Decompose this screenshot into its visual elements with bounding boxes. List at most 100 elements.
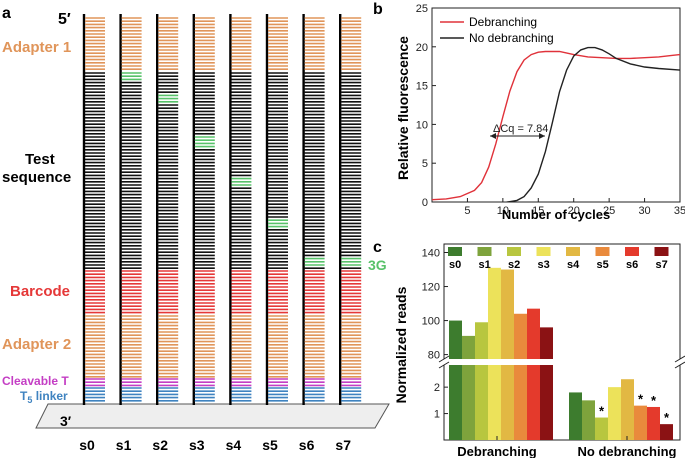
y-tick-label: 20 [416, 42, 428, 54]
chart-b-frame [431, 7, 681, 203]
axis-break-mark-right-1 [674, 355, 685, 363]
bar-no-debranching-s6 [647, 406, 660, 440]
x-tick-label: 20 [568, 205, 580, 217]
chart-c-bars: * * * * [438, 267, 685, 440]
y-tick-label: 2 [434, 382, 440, 394]
series-line-no-debranching [503, 46, 680, 202]
significance-asterisk: * [638, 392, 644, 407]
legend-label-1: No debranching [469, 31, 554, 45]
legend-label-0: Debranching [469, 15, 537, 29]
surface-plate [35, 403, 390, 429]
panel-c-letter: c [373, 239, 382, 256]
bar-debranching-s2 [475, 322, 488, 440]
strand-label-s7: s7 [335, 437, 351, 453]
axis-break-mark-left-2 [438, 361, 450, 369]
bar-no-debranching-s3 [608, 387, 621, 440]
y-tick-label: 0 [422, 197, 428, 209]
y-tick-label: 100 [422, 316, 440, 328]
cleavable-label: Cleavable T [2, 374, 69, 388]
legend-label-s3: s3 [538, 259, 550, 271]
strand-label-s1: s1 [116, 437, 132, 453]
strand-label-s2: s2 [152, 437, 168, 453]
bar-debranching-s4 [501, 269, 514, 440]
axis-break-mark-right-2 [674, 361, 685, 369]
chart-b-ylabel: Relative fluorescence [395, 36, 411, 180]
chart-c-ylabel: Normalized reads [393, 286, 409, 403]
x-tick-label: 15 [532, 205, 544, 217]
significance-asterisk: * [651, 393, 657, 408]
strand-label-s6: s6 [299, 437, 315, 453]
strand-s2 [155, 14, 179, 405]
delta-cq-arrowhead-left [490, 133, 496, 139]
three-g-label: 3G [368, 257, 387, 273]
bar-debranching-s6 [527, 308, 540, 440]
significance-asterisk: * [599, 404, 605, 419]
delta-cq-arrowhead-right [539, 133, 545, 139]
legend-label-s2: s2 [508, 259, 520, 271]
legend-swatch-s1 [477, 247, 492, 256]
panel-a-letter: a [2, 5, 11, 22]
y-tick-label: 25 [416, 3, 428, 15]
x-tick-label: 35 [674, 205, 685, 217]
legend-swatch-s3 [536, 247, 551, 256]
legend-swatch-s5 [595, 247, 610, 256]
chart-c-legend: s0 s1 s2 s3 s4 s5 s6 s7 [448, 247, 669, 271]
bar-no-debranching-s1 [582, 400, 595, 440]
delta-cq-label: ΔCq = 7.84 [493, 123, 548, 135]
strand-s3 [192, 14, 215, 405]
adapter2-label: Adapter 2 [2, 336, 71, 353]
strand-label-s4: s4 [226, 437, 242, 453]
test-sequence-label-2: sequence [2, 169, 71, 186]
panel-b-letter: b [373, 1, 383, 18]
x-tick-label: 5 [464, 205, 470, 217]
legend-swatch-s6 [625, 247, 639, 256]
legend-swatch-s4 [566, 247, 580, 256]
y-tick-label: 80 [428, 350, 440, 362]
barcode-label: Barcode [10, 283, 70, 300]
test-sequence-label-1: Test [25, 151, 55, 168]
strand-labels: s0 s1 s2 s3 s4 s5 s6 s7 [79, 437, 351, 453]
strand-s1 [119, 14, 142, 405]
adapter1-label: Adapter 1 [2, 39, 71, 56]
y-tick-label: 140 [422, 248, 440, 260]
significance-asterisk: * [664, 410, 670, 425]
x-tick-label: 10 [497, 205, 509, 217]
strand-s4 [229, 14, 252, 405]
bar-debranching-s1 [462, 335, 475, 440]
legend-label-s4: s4 [567, 259, 580, 271]
panel-c: c s0 s1 s2 s3 s4 s5 s6 s7 * * * * 80 100 120 140 1 2 No… [373, 239, 685, 458]
chart-c-frame [443, 243, 681, 441]
chart-b-lines [432, 46, 680, 202]
chart-b-ticks: 5 10 15 20 25 30 35 0 5 10 15 20 25 [416, 3, 685, 217]
y-tick-label: 10 [416, 119, 428, 131]
strand-s6 [302, 14, 325, 405]
legend-label-s6: s6 [626, 259, 638, 271]
legend-swatch-s0 [448, 247, 462, 256]
bar-no-debranching-s0 [569, 392, 582, 440]
group-label-debranching: Debranching [457, 444, 537, 458]
linker-label: T5 linker [20, 389, 68, 405]
bar-debranching-s3 [488, 267, 501, 440]
strands-group [82, 14, 362, 405]
group-label-no-debranching: No debranching [578, 444, 677, 458]
panel-a: a 5′ 3′ s0 s1 s2 s3 s4 s5 s6 s7 Adapter 1 Test … [2, 5, 390, 453]
y-tick-label: 1 [434, 409, 440, 421]
bar-debranching-s0 [449, 320, 462, 440]
bar-debranching-s7 [540, 327, 553, 440]
strand-label-s5: s5 [262, 437, 278, 453]
bar-no-debranching-s5 [634, 405, 647, 440]
panel-b: b 5 10 15 20 25 30 35 0 5 10 15 20 25 Number of cycl… [373, 1, 685, 222]
legend-label-s5: s5 [597, 259, 609, 271]
three-prime-label: 3′ [60, 413, 72, 429]
x-tick-label: 25 [603, 205, 615, 217]
series-line-debranching [432, 50, 680, 201]
bar-no-debranching-s7 [660, 424, 673, 440]
strand-label-s0: s0 [79, 437, 95, 453]
legend-label-s0: s0 [449, 259, 461, 271]
bar-no-debranching-s4 [621, 379, 634, 440]
legend-swatch-s7 [654, 247, 669, 256]
y-tick-label: 15 [416, 81, 428, 93]
chart-b-legend: Debranching No debranching [440, 15, 554, 45]
axis-break-mark-left-1 [438, 355, 450, 363]
